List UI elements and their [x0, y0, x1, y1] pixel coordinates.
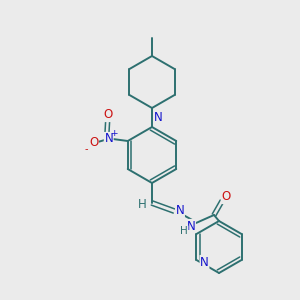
Text: N: N — [104, 133, 113, 146]
Text: -: - — [85, 144, 88, 154]
Text: O: O — [103, 109, 112, 122]
Text: +: + — [110, 130, 118, 139]
Text: O: O — [89, 136, 98, 149]
Text: N: N — [200, 256, 209, 268]
Text: H: H — [180, 226, 188, 236]
Text: N: N — [176, 205, 184, 218]
Text: N: N — [187, 220, 195, 232]
Text: N: N — [154, 111, 162, 124]
Text: O: O — [221, 190, 231, 203]
Text: H: H — [138, 199, 146, 212]
